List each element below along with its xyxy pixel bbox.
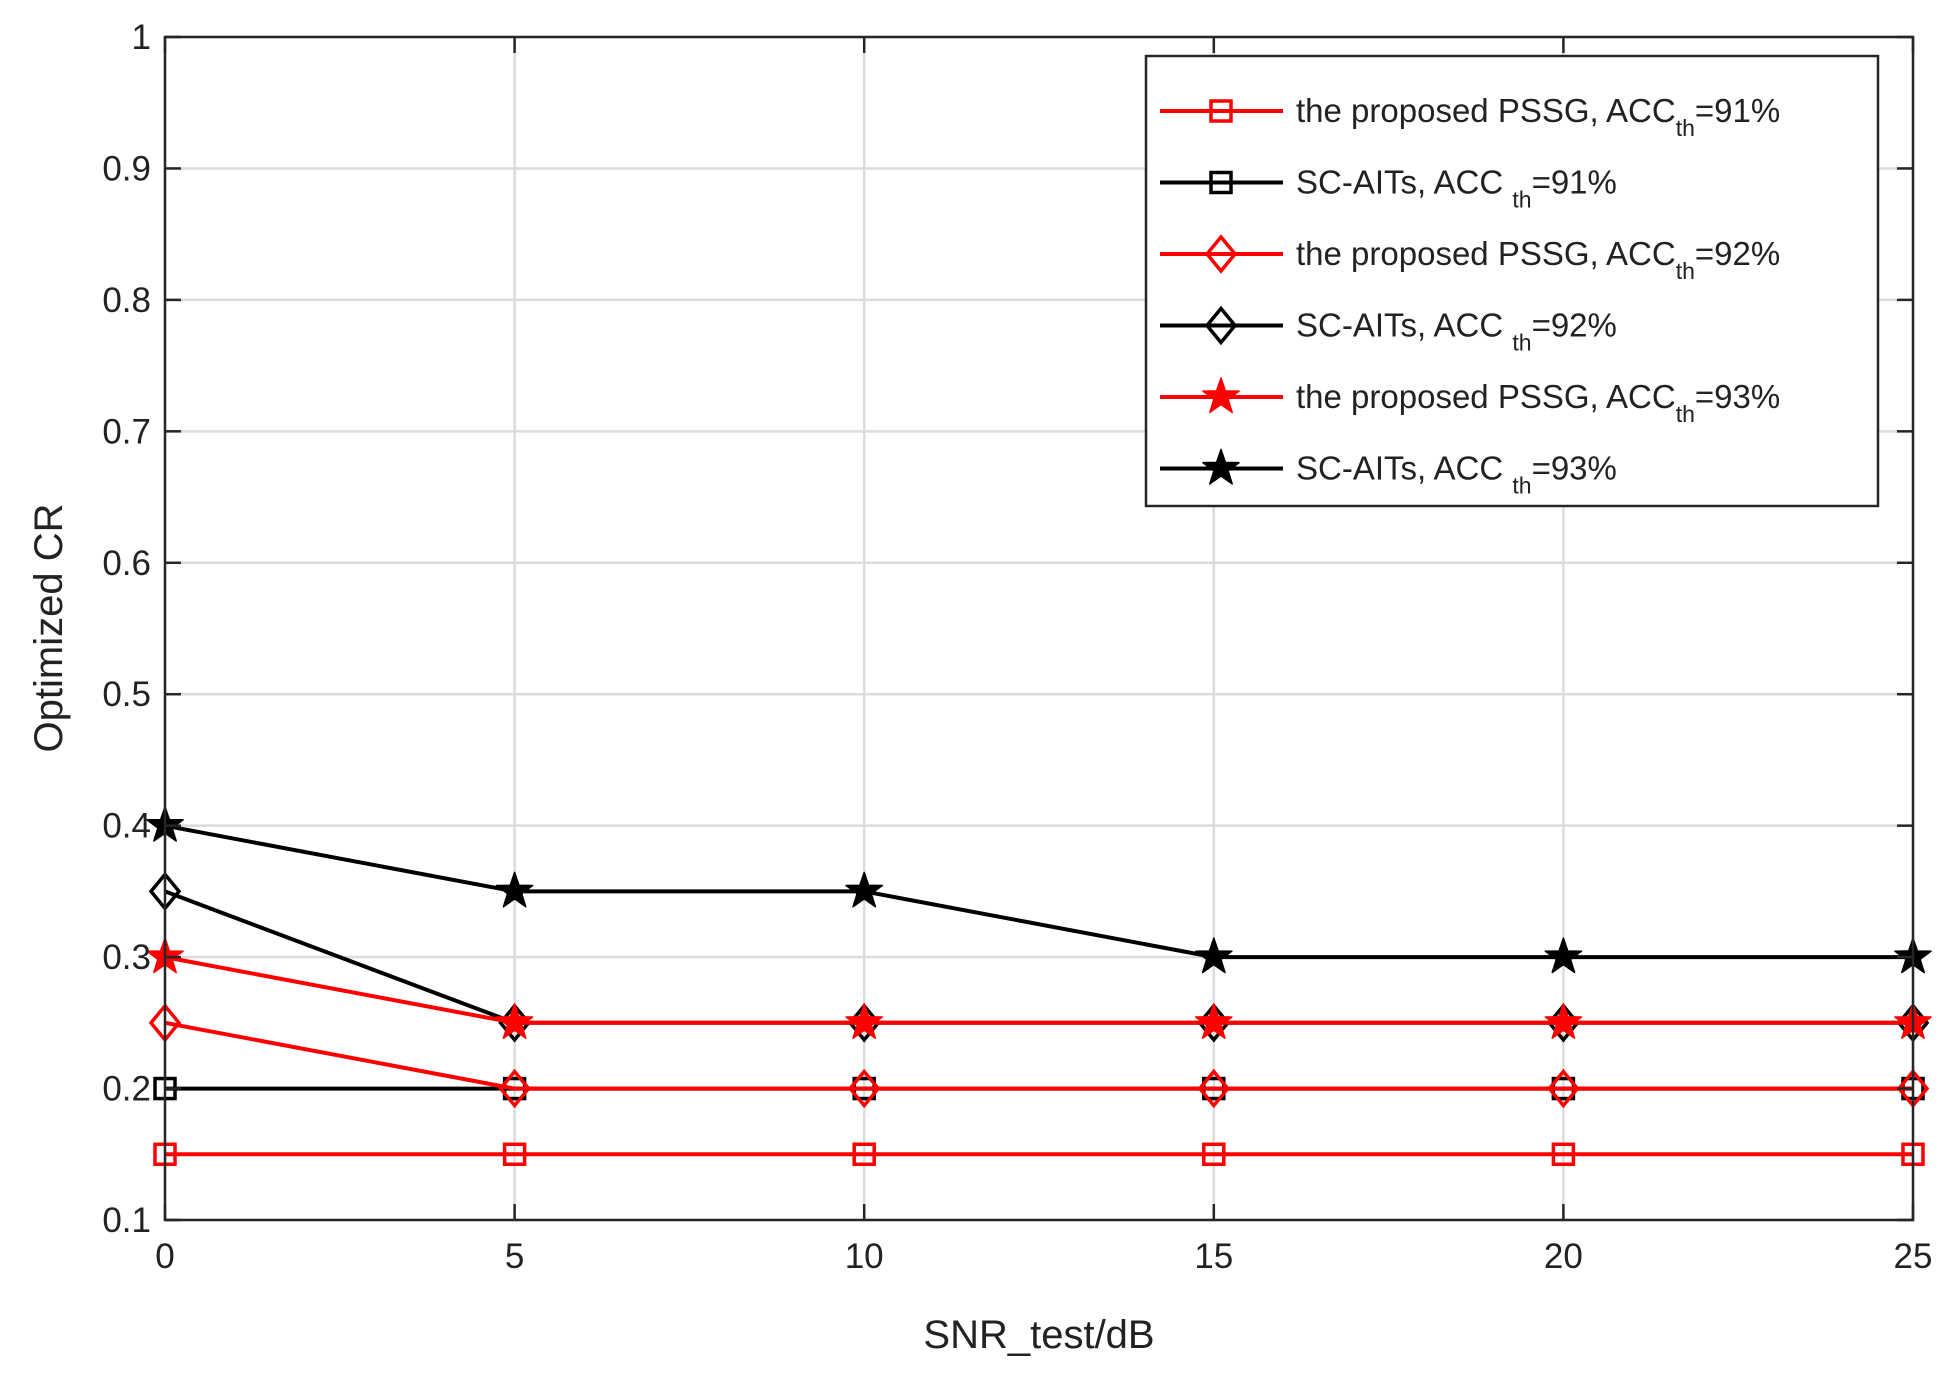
legend-label: the proposed PSSG, ACCth=93%	[1296, 378, 1780, 427]
y-tick-label: 0.9	[102, 149, 151, 188]
legend-label: SC-AITs, ACC th=91%	[1296, 164, 1617, 213]
y-tick-label: 0.4	[102, 807, 151, 846]
data-point-diamond	[1197, 1068, 1231, 1109]
legend-label: the proposed PSSG, ACCth=92%	[1296, 235, 1780, 284]
legend-marker-star	[1202, 448, 1240, 485]
data-point-square	[502, 1142, 527, 1167]
series-line	[164, 955, 1913, 1025]
legend-entry: SC-AITs, ACC th=91%	[1160, 164, 1617, 213]
x-tick-label: 20	[1544, 1237, 1583, 1276]
y-ticks: 0.1 0.2 0.3 0.4 0.5 0.6 0.7 0.8 0.9 1	[102, 18, 1913, 1240]
x-tick-label: 25	[1894, 1237, 1933, 1276]
legend-entry: SC-AITs, ACC th=93%	[1160, 448, 1617, 499]
y-tick-label: 0.5	[102, 675, 151, 714]
y-tick-label: 0.2	[102, 1070, 151, 1109]
legend: the proposed PSSG, ACCth=91% SC-AITs, ACC…	[1144, 54, 1880, 508]
data-point-diamond	[498, 1068, 531, 1109]
x-tick-label: 5	[505, 1237, 524, 1276]
y-tick-label: 0.1	[102, 1201, 151, 1240]
data-point-star	[1194, 1003, 1233, 1039]
x-tick-label: 10	[845, 1237, 884, 1276]
data-point-diamond	[1547, 1068, 1580, 1109]
legend-marker-diamond	[1204, 305, 1238, 346]
series-line	[164, 823, 1913, 960]
y-tick-label: 0.6	[102, 544, 151, 583]
legend-entry: SC-AITs, ACC th=92%	[1160, 305, 1617, 356]
data-point-star	[845, 871, 884, 908]
legend-entry: the proposed PSSG, ACCth=93%	[1160, 377, 1780, 427]
legend-label: the proposed PSSG, ACCth=91%	[1296, 92, 1780, 141]
x-axis-title: SNR_test/dB	[923, 1313, 1154, 1357]
axes-box	[163, 35, 1915, 1222]
data-point-star	[1544, 937, 1583, 974]
legend-marker-star	[1202, 377, 1240, 414]
y-tick-label: 0.8	[102, 281, 151, 320]
legend-entry: the proposed PSSG, ACCth=92%	[1160, 234, 1780, 284]
data-point-star	[1544, 1003, 1583, 1039]
x-tick-label: 0	[155, 1237, 174, 1276]
legend-marker-square	[1209, 170, 1233, 195]
x-ticks: 0 5 10 15 20 25	[155, 37, 1932, 1276]
data-point-star	[1194, 937, 1233, 974]
data-point-diamond	[847, 1068, 881, 1109]
data-point-star	[495, 871, 534, 908]
y-axis-title: Optimized CR	[27, 504, 71, 753]
x-tick-label: 15	[1194, 1237, 1233, 1276]
legend-label: SC-AITs, ACC th=92%	[1296, 307, 1617, 356]
series-3	[148, 1003, 1930, 1109]
series-line	[164, 1020, 1913, 1091]
y-tick-label: 0.3	[102, 938, 151, 977]
legend-label: SC-AITs, ACC th=93%	[1296, 450, 1617, 499]
legend-box	[1144, 54, 1880, 508]
data-point-star	[845, 1003, 884, 1039]
data-point-square	[1202, 1142, 1226, 1167]
series-layer	[146, 805, 1932, 1167]
y-tick-label: 1	[132, 18, 151, 57]
data-point-square	[1551, 1142, 1576, 1167]
y-tick-label: 0.7	[102, 412, 151, 451]
legend-marker-diamond	[1204, 234, 1238, 274]
legend-marker-square	[1209, 99, 1233, 123]
legend-entry: the proposed PSSG, ACCth=91%	[1160, 92, 1780, 141]
data-point-star	[495, 1003, 534, 1039]
data-point-square	[852, 1142, 876, 1167]
series-1	[153, 1142, 1925, 1167]
